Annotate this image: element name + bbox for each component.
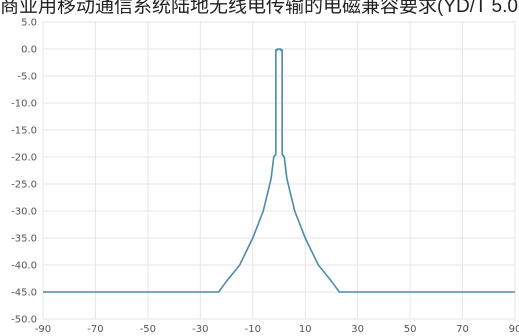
chart-title: 商业用移动通信系统陆地无线电传输的电磁兼容要求(YD/T 5.0-7-2-4) xyxy=(0,0,519,17)
y-tick-label: -30.0 xyxy=(11,207,37,218)
x-tick-label: -90 xyxy=(35,324,51,335)
x-tick-label: 30 xyxy=(351,324,364,335)
x-tick-label: -30 xyxy=(192,324,208,335)
series-line xyxy=(43,48,515,293)
x-axis-ticks: -90 -70 -50 -30 -10 10 30 50 70 90 xyxy=(35,324,519,335)
y-tick-label: -25.0 xyxy=(11,180,37,191)
y-tick-label: -20.0 xyxy=(11,153,37,164)
y-tick-label: -45.0 xyxy=(11,288,37,299)
x-tick-label: 90 xyxy=(509,324,519,335)
y-tick-label: -10.0 xyxy=(11,99,37,110)
y-tick-label: 5.0 xyxy=(21,18,37,29)
y-axis-ticks: 5.0 0.0 -5.0 -10.0 -15.0 -20.0 -25.0 -30.0 -35.0… xyxy=(11,18,37,326)
x-tick-label: -70 xyxy=(87,324,103,335)
y-tick-label: 0.0 xyxy=(21,45,37,56)
x-tick-label: 10 xyxy=(299,324,312,335)
x-tick-label: -50 xyxy=(140,324,156,335)
y-tick-label: -35.0 xyxy=(11,234,37,245)
y-tick-label: -40.0 xyxy=(11,261,37,272)
x-tick-label: 50 xyxy=(404,324,417,335)
y-tick-label: -50.0 xyxy=(11,315,37,326)
y-tick-label: -15.0 xyxy=(11,126,37,137)
x-tick-label: 70 xyxy=(456,324,469,335)
grid xyxy=(42,21,516,320)
x-tick-label: -10 xyxy=(245,324,261,335)
y-tick-label: -5.0 xyxy=(17,72,37,83)
